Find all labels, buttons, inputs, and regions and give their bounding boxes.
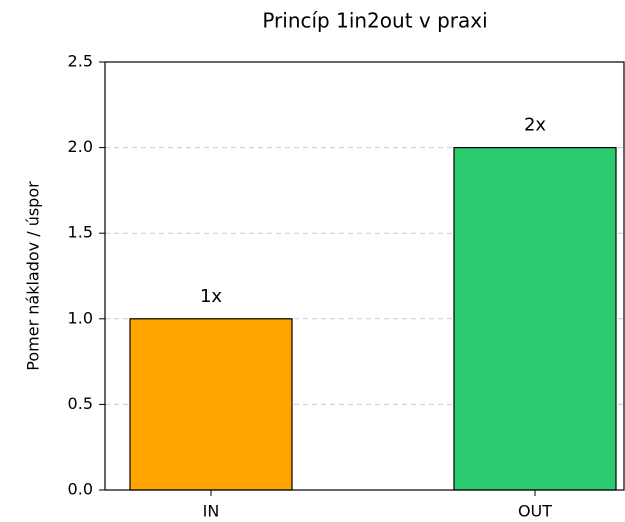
- axes-frame: [104, 61, 625, 491]
- y-tick-label: 1.5: [68, 223, 93, 242]
- bar: [453, 147, 617, 491]
- y-axis-label: Pomer nákladov / úspor: [24, 181, 43, 371]
- y-tick-label: 2.0: [68, 137, 93, 156]
- x-tick-label: OUT: [518, 502, 552, 521]
- y-tick-label: 0.0: [68, 480, 93, 499]
- y-tick-label: 2.5: [68, 52, 93, 71]
- value-label: 1x: [200, 286, 222, 307]
- x-tick-label: IN: [203, 502, 220, 521]
- y-tick-label: 1.0: [68, 308, 93, 327]
- y-tick-label: 0.5: [68, 394, 93, 413]
- chart-title: Princíp 1in2out v praxi: [262, 9, 487, 33]
- bar: [129, 318, 293, 491]
- value-label: 2x: [524, 115, 546, 136]
